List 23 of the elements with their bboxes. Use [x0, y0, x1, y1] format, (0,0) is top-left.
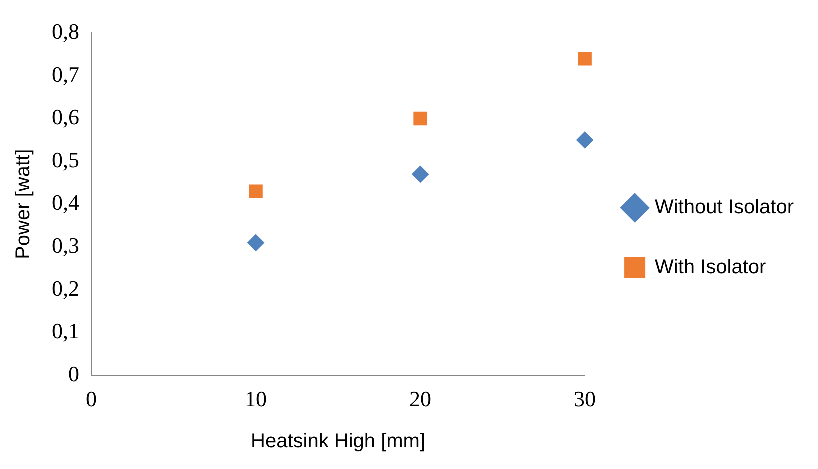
point: [578, 52, 592, 66]
y-tick-label: 0,6: [52, 104, 80, 130]
point: [249, 184, 263, 198]
legend-label: Without Isolator: [655, 196, 794, 219]
point: [412, 166, 430, 183]
y-tick-label: 0,2: [52, 276, 80, 301]
x-tick-label: 10: [245, 386, 268, 412]
point: [248, 234, 265, 252]
point: [414, 112, 428, 126]
x-tick-label: 20: [410, 386, 432, 412]
y-tick-label: 0,3: [52, 232, 80, 258]
x-tick-label: 30: [574, 386, 596, 412]
x-tick-label: 0: [86, 386, 97, 412]
y-tick-label: 0,4: [52, 190, 80, 216]
x-axis-title: Heatsink High [mm]: [251, 430, 426, 453]
y-tick-label: 0,8: [52, 18, 80, 44]
point: [576, 132, 594, 149]
y-tick-label: 0,7: [52, 62, 80, 87]
y-tick-label: 0,1: [52, 318, 80, 344]
y-axis-title: Power [watt]: [12, 149, 35, 260]
y-tick-label: 0: [68, 361, 80, 386]
legend-label: With Isolator: [655, 256, 767, 279]
y-tick-label: 0,5: [52, 147, 80, 172]
